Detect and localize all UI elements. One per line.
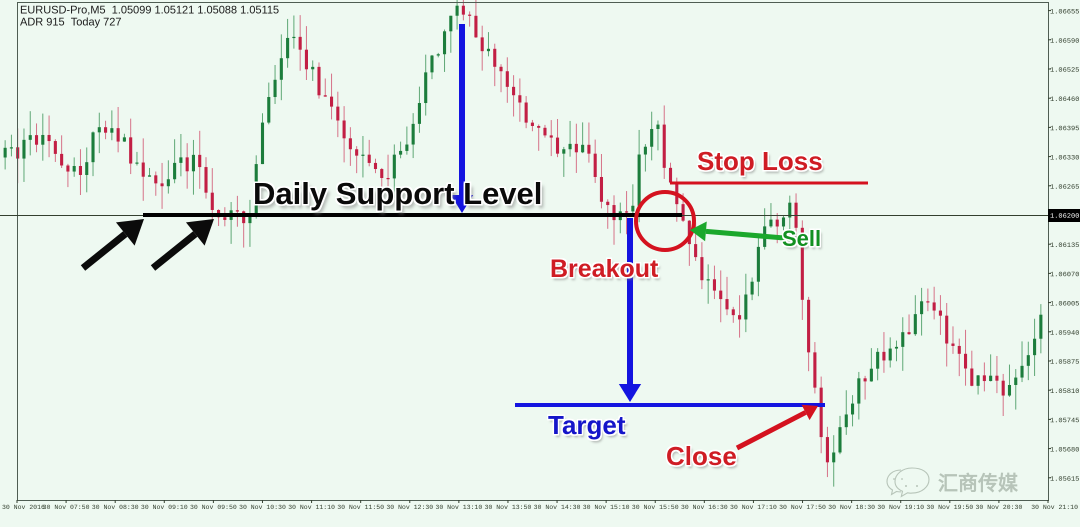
svg-text:汇商传媒: 汇商传媒 (938, 471, 1019, 495)
